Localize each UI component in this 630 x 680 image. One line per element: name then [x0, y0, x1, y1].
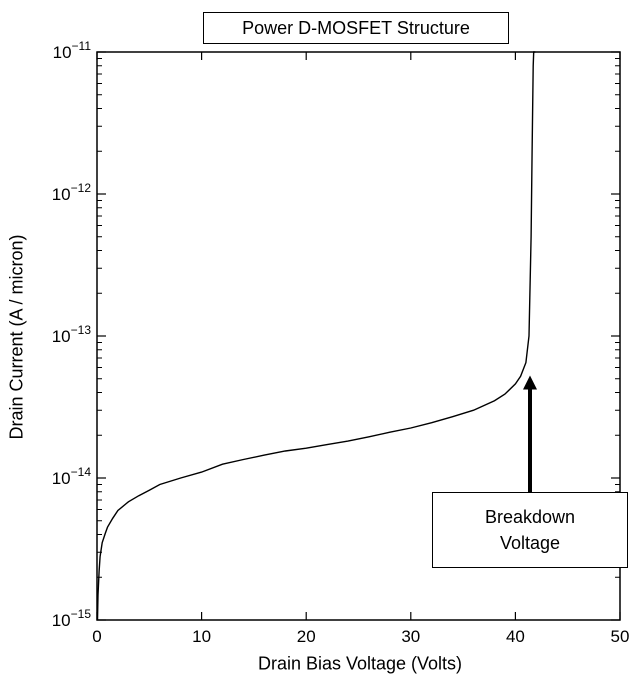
y-tick-label: 10−12: [52, 181, 92, 204]
x-tick-label: 10: [192, 627, 211, 646]
x-tick-label: 0: [92, 627, 101, 646]
y-tick-label: 10−11: [53, 39, 92, 62]
y-axis-label: Drain Current (A / micron): [6, 234, 27, 440]
y-tick-label: 10−14: [52, 465, 92, 488]
x-tick-label: 30: [401, 627, 420, 646]
x-axis-label: Drain Bias Voltage (Volts): [257, 653, 463, 674]
x-tick-label: 20: [297, 627, 316, 646]
x-tick-label: 40: [506, 627, 525, 646]
callout-line-2: Voltage: [499, 533, 561, 553]
y-tick-label: 10−13: [52, 323, 92, 346]
chart-title: Power D-MOSFET Structure: [203, 12, 509, 44]
breakdown-voltage-callout: Breakdown Voltage: [432, 492, 628, 568]
x-tick-label: 50: [611, 627, 630, 646]
y-axis-tick-labels: 10−15 10−14 10−13 10−12 10−11: [52, 39, 92, 630]
breakdown-arrow: [523, 375, 537, 492]
x-axis-tick-labels: 0 10 20 30 40 50: [92, 627, 629, 646]
callout-line-1: Breakdown: [484, 507, 576, 527]
chart-title-text: Power D-MOSFET Structure: [242, 17, 470, 38]
drain-current-curve: [96, 51, 536, 621]
y-tick-label: 10−15: [52, 607, 92, 630]
arrow-head: [523, 375, 537, 390]
